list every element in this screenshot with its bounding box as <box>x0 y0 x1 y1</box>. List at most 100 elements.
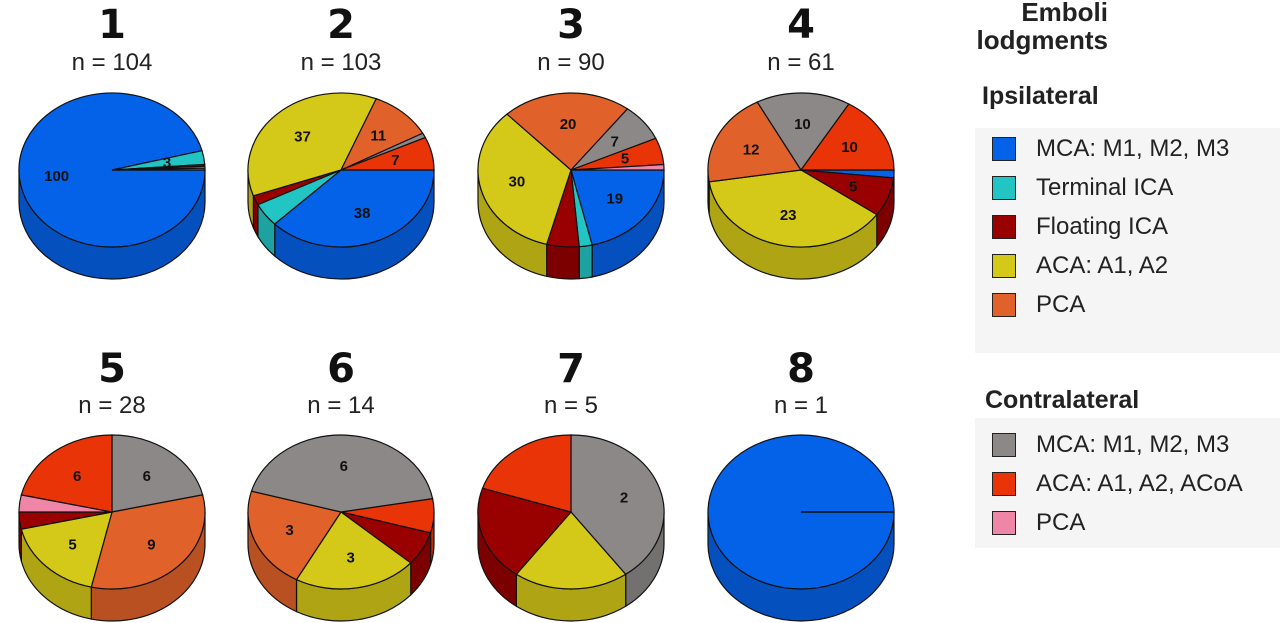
pie-slice <box>20 434 113 513</box>
legend-contralateral-panel <box>975 418 1280 548</box>
pie-n-label: n = 90 <box>537 49 604 76</box>
pie-title: 1 <box>98 2 126 48</box>
legend-item-ipsi-mca: MCA: M1, M2, M3 <box>992 134 1229 164</box>
pie-slice <box>570 434 665 576</box>
slice-label: 5 <box>68 537 76 554</box>
pie-8: 8n = 1 <box>707 346 895 622</box>
legend-item-contra-mca: MCA: M1, M2, M3 <box>992 430 1229 460</box>
pie-side-wall <box>546 243 580 280</box>
legend-item-ipsi-pca: PCA <box>992 290 1085 320</box>
pie-slice <box>477 487 573 576</box>
slice-label: 37 <box>294 129 311 146</box>
slice-label: 30 <box>509 173 526 190</box>
pie-n-label: n = 5 <box>544 392 598 419</box>
legend-swatch <box>992 511 1016 535</box>
legend-item-ipsi-terminal-ica: Terminal ICA <box>992 173 1173 203</box>
legend-contralateral-title: Contralateral <box>985 386 1140 414</box>
pie-slice <box>477 113 572 246</box>
legend-label: Terminal ICA <box>1036 174 1174 201</box>
pie-slice <box>506 92 629 171</box>
pie-1: 100 3 1n = 104 <box>18 2 206 280</box>
legend-label: ACA: A1, A2, ACoA <box>1036 470 1243 497</box>
pie-n-label: n = 14 <box>307 392 374 419</box>
pie-slice <box>20 511 113 588</box>
pie-slice <box>295 511 412 590</box>
pie-slice <box>250 434 434 513</box>
slice-label: 3 <box>163 155 171 172</box>
legend-main-title-line2: lodgments <box>976 25 1108 55</box>
pie-title: 8 <box>787 346 815 392</box>
slice-label: 12 <box>743 141 760 158</box>
pie-slice <box>90 494 206 590</box>
pie-n-label: n = 104 <box>72 49 153 76</box>
pie-slice <box>247 490 342 581</box>
legend-swatch <box>992 433 1016 457</box>
slice-label: 3 <box>347 549 355 566</box>
pie-7: 2 7n = 5 <box>477 346 665 622</box>
slice-label: 5 <box>849 178 857 195</box>
legend-label: Floating ICA <box>1036 213 1169 240</box>
slice-label: 11 <box>370 128 386 145</box>
legend-swatch <box>992 254 1016 278</box>
pie-slice <box>273 169 435 248</box>
pie-title: 3 <box>557 2 585 48</box>
pie-3: 19 30 20 75 3n = 90 <box>477 2 665 280</box>
pie-slice <box>570 169 665 246</box>
slice-label: 23 <box>780 207 797 224</box>
slice-label: 7 <box>611 133 619 150</box>
legend-swatch <box>992 472 1016 496</box>
pie-title: 6 <box>327 346 355 392</box>
pie-slice <box>756 92 850 172</box>
legend-swatch <box>992 176 1016 200</box>
legend-label: MCA: M1, M2, M3 <box>1036 431 1230 458</box>
legend-item-contra-aca: ACA: A1, A2, ACoA <box>992 469 1243 499</box>
pie-n-label: n = 103 <box>301 49 382 76</box>
slice-label: 19 <box>606 191 623 208</box>
legend-item-contra-pca: PCA <box>992 508 1085 538</box>
pie-side-wall <box>578 244 593 280</box>
pie-slice <box>707 101 803 183</box>
slice-label: 6 <box>73 468 81 485</box>
pie-title: 5 <box>98 346 126 392</box>
pie-n-label: n = 1 <box>774 392 828 419</box>
slice-label: 9 <box>147 537 155 554</box>
pie-slice <box>111 434 204 513</box>
legend-ipsilateral-panel <box>975 128 1280 353</box>
slice-label: 6 <box>143 468 151 485</box>
legend-swatch <box>992 137 1016 161</box>
slice-label: 38 <box>354 205 371 222</box>
pie-slice <box>111 167 206 171</box>
slice-label: 10 <box>794 116 811 133</box>
pie-2: 38 37 11 7 2n = 103 <box>247 2 435 280</box>
pie-slice <box>570 163 665 171</box>
legend-item-ipsi-floating-ica: Floating ICA <box>992 212 1168 242</box>
pie-slice <box>799 103 895 171</box>
pie-n-label: n = 61 <box>767 49 834 76</box>
legend-label: ACA: A1, A2 <box>1036 252 1169 279</box>
pie-title: 7 <box>557 346 585 392</box>
pie-title: 4 <box>787 2 815 48</box>
legend-swatch <box>992 293 1016 317</box>
slice-label: 2 <box>620 490 628 507</box>
legend-main-title-line1: Emboli <box>1021 0 1108 27</box>
slice-label: 100 <box>44 168 69 185</box>
pie-title: 2 <box>327 2 355 48</box>
legend-ipsilateral-title: Ipsilateral <box>982 82 1099 110</box>
slice-label: 10 <box>841 139 858 156</box>
slice-label: 7 <box>391 152 399 169</box>
legend-label: MCA: M1, M2, M3 <box>1036 135 1230 162</box>
pie-slice <box>340 136 435 171</box>
legend-main-title: Emboli lodgments <box>958 0 1108 54</box>
slice-label: 20 <box>560 116 577 133</box>
legend-swatch <box>992 215 1016 239</box>
pie-4: 5 23 12 10 10 4n = 61 <box>707 2 895 280</box>
pie-slice <box>247 92 378 197</box>
slice-label: 6 <box>340 458 348 475</box>
pie-slice <box>481 434 572 513</box>
pie-slice <box>708 169 878 248</box>
pie-n-label: n = 28 <box>78 392 145 419</box>
legend-label: PCA <box>1036 291 1086 318</box>
